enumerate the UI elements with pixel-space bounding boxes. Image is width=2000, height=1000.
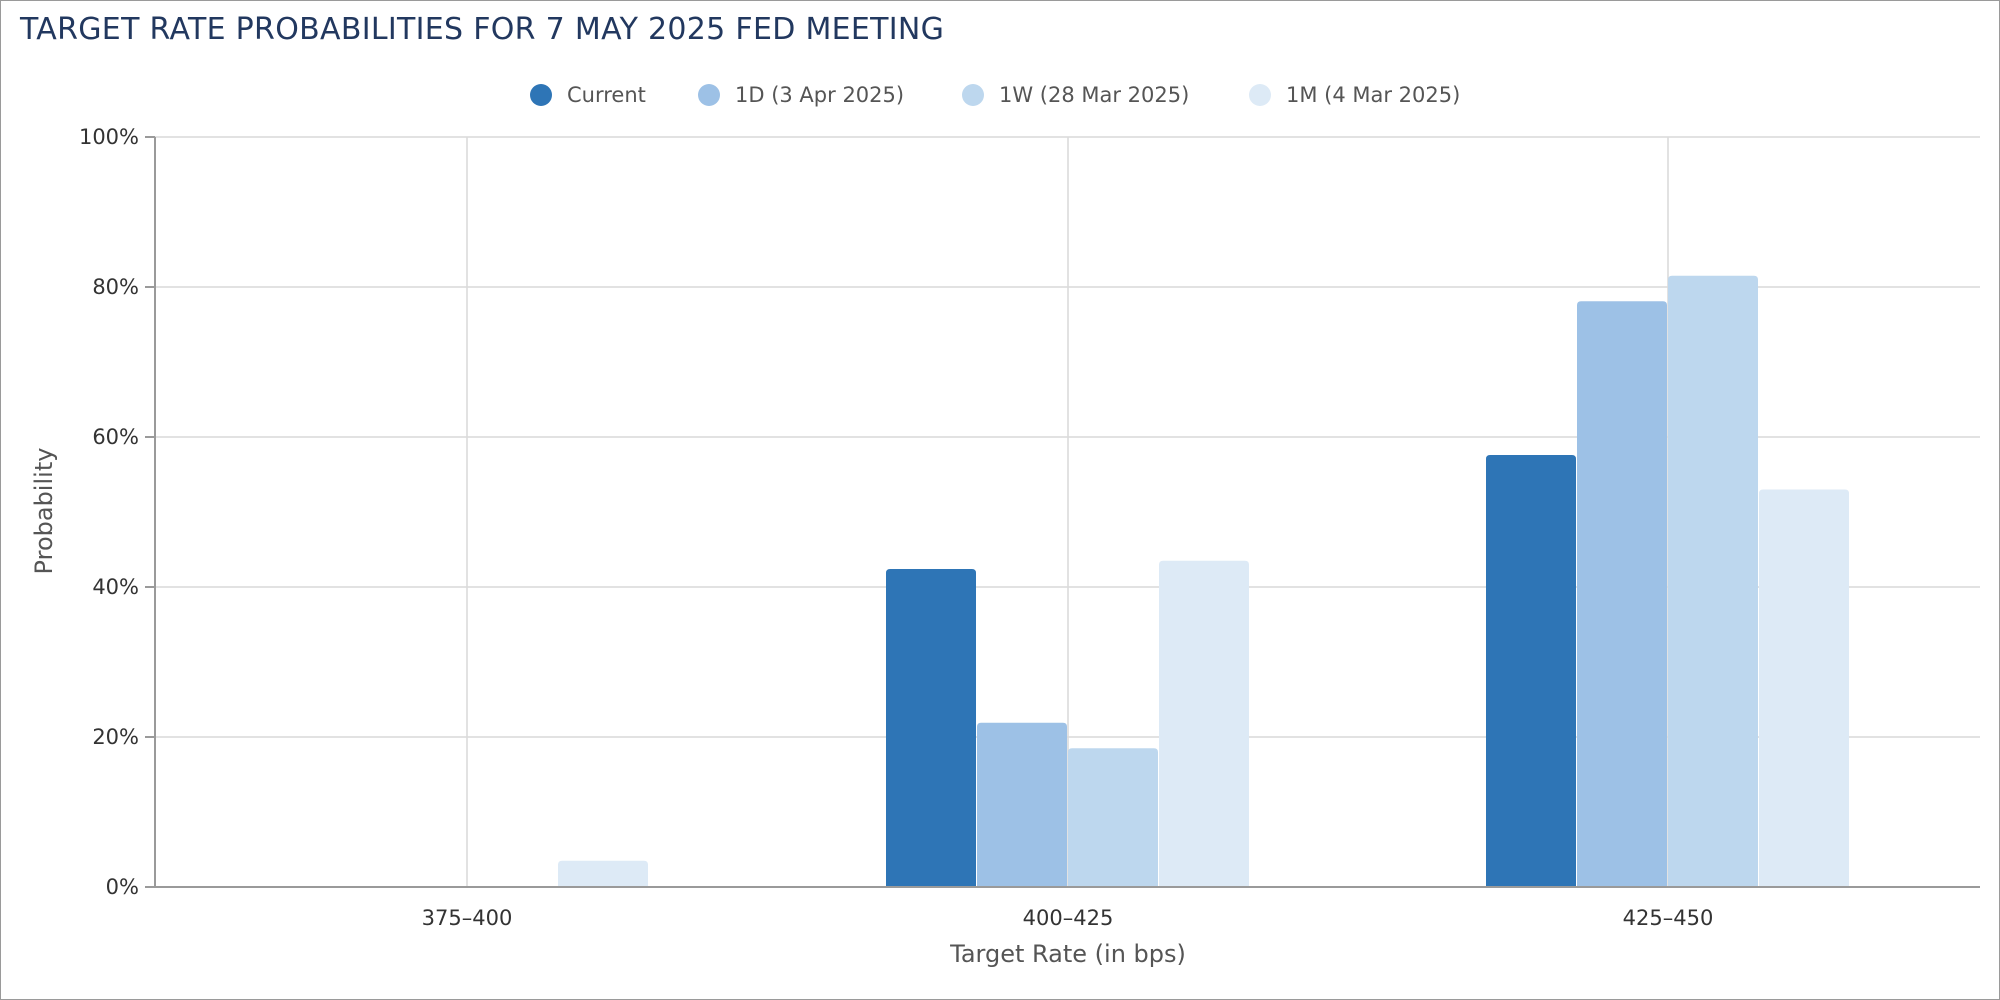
legend-label-current: Current xyxy=(567,83,646,107)
legend-swatch-1w xyxy=(962,84,984,106)
bar[interactable] xyxy=(1486,455,1576,887)
bar[interactable] xyxy=(1159,560,1249,887)
bar[interactable] xyxy=(1668,275,1758,887)
axes-layer xyxy=(145,136,1980,888)
y-axis-title: Probability xyxy=(30,448,58,575)
legend-item-1d[interactable]: 1D (3 Apr 2025) xyxy=(698,78,904,112)
bar[interactable] xyxy=(1577,301,1667,887)
legend-label-1m: 1M (4 Mar 2025) xyxy=(1286,83,1461,107)
y-tick-label: 40% xyxy=(92,575,139,599)
legend-label-1w: 1W (28 Mar 2025) xyxy=(999,83,1190,107)
legend-item-1m[interactable]: 1M (4 Mar 2025) xyxy=(1249,78,1460,112)
y-tick-label: 60% xyxy=(92,425,139,449)
x-axis-title: Target Rate (in bps) xyxy=(949,940,1186,968)
x-tick-label: 400–425 xyxy=(1023,906,1114,930)
labels-layer: 0% 20% 40% 60% 80% 100% 375–400 400–425 425–450 xyxy=(79,125,1713,930)
legend-swatch-1d xyxy=(698,84,720,106)
chart-title: TARGET RATE PROBABILITIES FOR 7 MAY 2025… xyxy=(20,12,945,47)
bars-layer xyxy=(558,275,1849,888)
x-tick-label: 425–450 xyxy=(1623,906,1714,930)
y-tick-label: 80% xyxy=(92,275,139,299)
legend-swatch-1m xyxy=(1249,84,1271,106)
legend-item-1w[interactable]: 1W (28 Mar 2025) xyxy=(962,78,1189,112)
bar[interactable] xyxy=(1759,489,1849,888)
bar[interactable] xyxy=(558,860,648,887)
y-tick-label: 0% xyxy=(106,875,139,899)
legend-item-current[interactable]: Current xyxy=(530,78,646,112)
x-tick-label: 375–400 xyxy=(422,906,513,930)
y-tick-label: 100% xyxy=(79,125,139,149)
bar[interactable] xyxy=(977,722,1067,887)
legend-label-1d: 1D (3 Apr 2025) xyxy=(735,83,905,107)
bar[interactable] xyxy=(886,569,976,887)
y-tick-label: 20% xyxy=(92,725,139,749)
chart-legend: Current 1D (3 Apr 2025) 1W (28 Mar 2025)… xyxy=(0,78,2000,112)
legend-swatch-current xyxy=(530,84,552,106)
bar[interactable] xyxy=(1068,748,1158,887)
